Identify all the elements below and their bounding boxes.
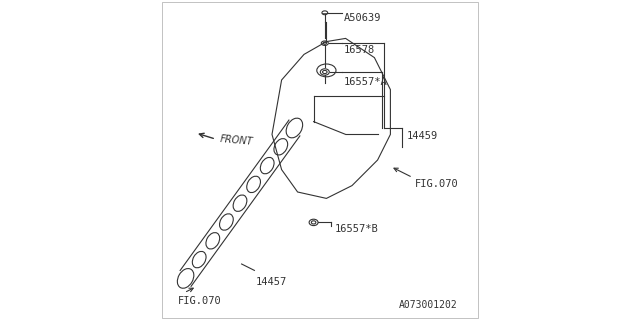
Text: 16578: 16578 [344, 44, 375, 55]
Text: 14457: 14457 [256, 276, 287, 287]
Text: A073001202: A073001202 [399, 300, 458, 310]
Text: 14459: 14459 [406, 131, 438, 141]
Text: FIG.070: FIG.070 [415, 179, 458, 189]
Text: FRONT: FRONT [219, 134, 253, 147]
Text: A50639: A50639 [344, 12, 381, 23]
Text: 16557*B: 16557*B [334, 224, 378, 234]
Text: FIG.070: FIG.070 [178, 296, 221, 306]
Text: 16557*A: 16557*A [344, 76, 388, 87]
